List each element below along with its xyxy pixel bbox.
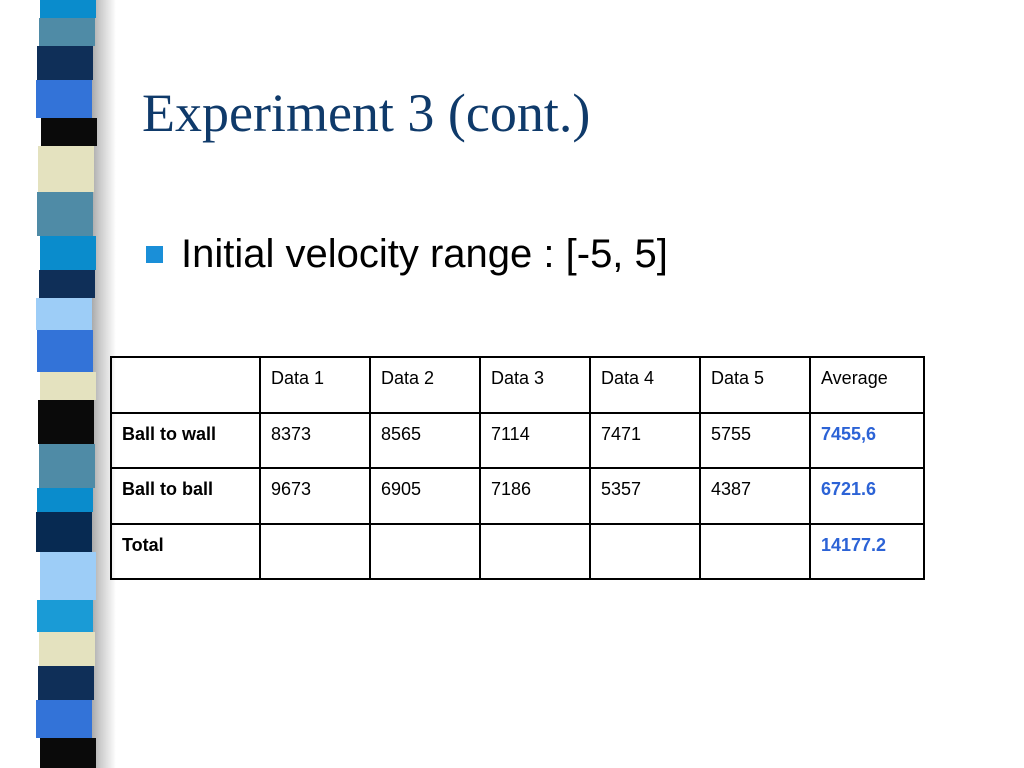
row-label: Ball to wall <box>110 411 261 469</box>
table-cell: 5755 <box>699 411 811 469</box>
decorative-stripe-segment <box>36 80 92 118</box>
table-cell: 4387 <box>699 467 811 525</box>
table-cell: 7471 <box>589 411 701 469</box>
table-cell <box>479 522 591 580</box>
table-cell <box>369 522 481 580</box>
decorative-stripe-segment <box>36 298 92 330</box>
table-cell <box>259 522 371 580</box>
average-cell: 14177.2 <box>809 522 925 580</box>
decorative-stripe-segment <box>37 192 93 236</box>
table-row: Ball to wall 8373 8565 7114 7471 5755 74… <box>110 411 925 469</box>
average-cell: 7455,6 <box>809 411 925 469</box>
decorative-stripe-segment <box>37 330 93 372</box>
decorative-stripe-segment <box>40 738 96 768</box>
bullet-item: Initial velocity range : [-5, 5] <box>146 232 668 277</box>
row-label: Total <box>110 522 261 580</box>
table-header-cell: Data 1 <box>259 356 371 414</box>
table-header-row: Data 1 Data 2 Data 3 Data 4 Data 5 Avera… <box>110 356 925 414</box>
table-cell: 6905 <box>369 467 481 525</box>
decorative-stripe-segment <box>39 18 95 46</box>
table-header-cell: Data 3 <box>479 356 591 414</box>
table-header-cell <box>110 356 261 414</box>
decorative-stripe-segment <box>40 236 96 270</box>
table-cell <box>699 522 811 580</box>
decorative-stripe-segment <box>37 46 93 80</box>
table-cell: 9673 <box>259 467 371 525</box>
decorative-stripe-segment <box>38 666 94 700</box>
decorative-stripe-segment <box>40 552 96 600</box>
decorative-stripe-segment <box>37 600 93 632</box>
table-cell: 7186 <box>479 467 591 525</box>
decorative-stripe-segment <box>41 118 97 146</box>
decorative-stripe-segment <box>40 372 96 400</box>
table-row: Total 14177.2 <box>110 522 925 580</box>
decorative-color-strip <box>28 0 100 768</box>
results-table: Data 1 Data 2 Data 3 Data 4 Data 5 Avera… <box>110 356 925 580</box>
table-row: Ball to ball 9673 6905 7186 5357 4387 67… <box>110 467 925 525</box>
decorative-stripe-segment <box>36 512 92 552</box>
average-cell: 6721.6 <box>809 467 925 525</box>
table-cell: 7114 <box>479 411 591 469</box>
square-bullet-icon <box>146 246 163 263</box>
decorative-stripe-segment <box>38 400 94 444</box>
table-cell: 8373 <box>259 411 371 469</box>
table-cell: 5357 <box>589 467 701 525</box>
table-cell: 8565 <box>369 411 481 469</box>
decorative-stripe-segment <box>39 270 95 298</box>
table-header-cell: Average <box>809 356 925 414</box>
row-label: Ball to ball <box>110 467 261 525</box>
table-cell <box>589 522 701 580</box>
table-header-cell: Data 2 <box>369 356 481 414</box>
table-header-cell: Data 5 <box>699 356 811 414</box>
decorative-stripe-segment <box>38 146 94 192</box>
bullet-text: Initial velocity range : [-5, 5] <box>181 232 668 276</box>
decorative-stripe-segment <box>40 0 96 18</box>
table-header-cell: Data 4 <box>589 356 701 414</box>
slide-title: Experiment 3 (cont.) <box>142 83 591 143</box>
decorative-stripe-segment <box>39 632 95 666</box>
decorative-stripe-segment <box>39 444 95 488</box>
decorative-stripe-segment <box>36 700 92 738</box>
decorative-stripe-segment <box>37 488 93 512</box>
